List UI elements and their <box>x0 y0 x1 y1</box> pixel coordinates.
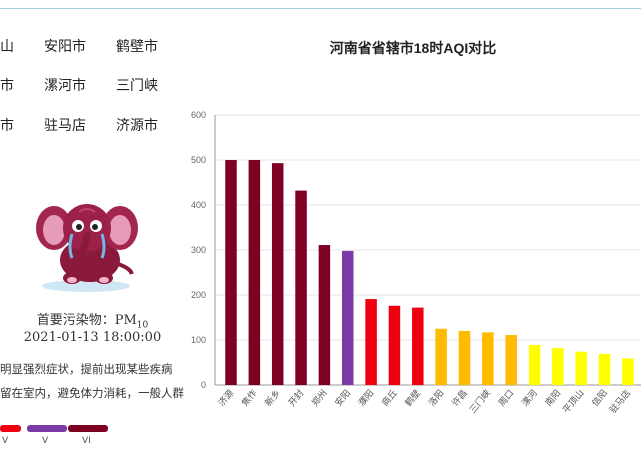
bar <box>575 351 587 385</box>
x-tick-label: 商丘 <box>379 387 400 409</box>
health-advice-line: 明显强烈症状，提前出现某些疾病 <box>0 362 173 376</box>
city-link[interactable]: 鹤壁市 <box>116 39 158 55</box>
bar <box>271 163 284 385</box>
x-tick-label: 鹤壁 <box>402 387 423 409</box>
health-advice-line: 留在室内，避免体力消耗，一般人群 <box>0 386 184 400</box>
x-tick-label: 安阳 <box>332 387 353 409</box>
x-tick-label: 新乡 <box>262 387 283 409</box>
bar <box>482 332 494 385</box>
x-tick-label: 驻马店 <box>607 387 634 415</box>
bar <box>435 328 447 385</box>
bar <box>225 160 237 385</box>
x-tick-label: 洛阳 <box>426 387 447 409</box>
x-tick-label: 济源 <box>216 387 237 409</box>
city-link[interactable]: 驻马店 <box>44 118 86 134</box>
y-tick-label: 300 <box>191 245 206 255</box>
bar <box>365 299 377 385</box>
bar <box>318 245 331 385</box>
city-link[interactable]: 市 <box>0 78 14 94</box>
legend-swatch-level-v <box>0 425 21 432</box>
x-tick-label: 漯河 <box>519 387 540 409</box>
elephant-mascot-icon <box>36 204 138 292</box>
legend-swatch-level-vi <box>68 425 108 432</box>
city-link[interactable]: 山 <box>0 39 14 55</box>
chart-title: 河南省省辖市18时AQI对比 <box>329 40 497 56</box>
legend-label: V <box>2 436 9 446</box>
y-tick-label: 100 <box>191 335 206 345</box>
x-tick-label: 三门峡 <box>467 387 494 415</box>
bar <box>528 344 541 385</box>
x-tick-label: 焦作 <box>239 387 260 409</box>
city-link[interactable]: 安阳市 <box>44 39 86 55</box>
top-divider <box>0 8 641 9</box>
x-tick-label: 周口 <box>496 388 516 409</box>
x-tick-label: 郑州 <box>309 387 330 409</box>
x-tick-label: 开封 <box>286 387 307 409</box>
x-tick-label: 平顶山 <box>561 388 587 416</box>
legend-label: VI <box>82 436 91 446</box>
y-tick-label: 400 <box>191 200 206 210</box>
y-tick-label: 0 <box>201 380 206 390</box>
x-tick-label: 南阳 <box>542 387 563 409</box>
bar <box>248 160 261 385</box>
city-link[interactable]: 三门峡 <box>116 78 158 94</box>
bar <box>388 305 401 385</box>
x-tick-label: 濮阳 <box>356 387 377 409</box>
update-timestamp: 2021-01-13 18:00:00 <box>23 330 162 345</box>
primary-pollutant: 首要污染物：PM10 <box>36 313 149 331</box>
bar <box>505 335 517 385</box>
city-link[interactable]: 济源市 <box>116 118 158 134</box>
bar <box>295 190 307 385</box>
city-link[interactable]: 漯河市 <box>44 78 86 94</box>
bar <box>552 348 564 385</box>
y-tick-label: 600 <box>191 110 206 120</box>
bar <box>458 331 471 385</box>
legend-label: V <box>42 436 49 446</box>
legend-swatch-level-v-purple <box>27 425 67 432</box>
y-tick-label: 200 <box>191 290 206 300</box>
city-link[interactable]: 市 <box>0 118 14 134</box>
bar <box>412 307 424 385</box>
bar <box>598 353 611 385</box>
y-tick-label: 500 <box>191 155 206 165</box>
x-tick-label: 许昌 <box>449 387 470 409</box>
bar <box>622 358 634 385</box>
bar <box>342 250 354 385</box>
x-tick-label: 信阳 <box>589 387 610 409</box>
